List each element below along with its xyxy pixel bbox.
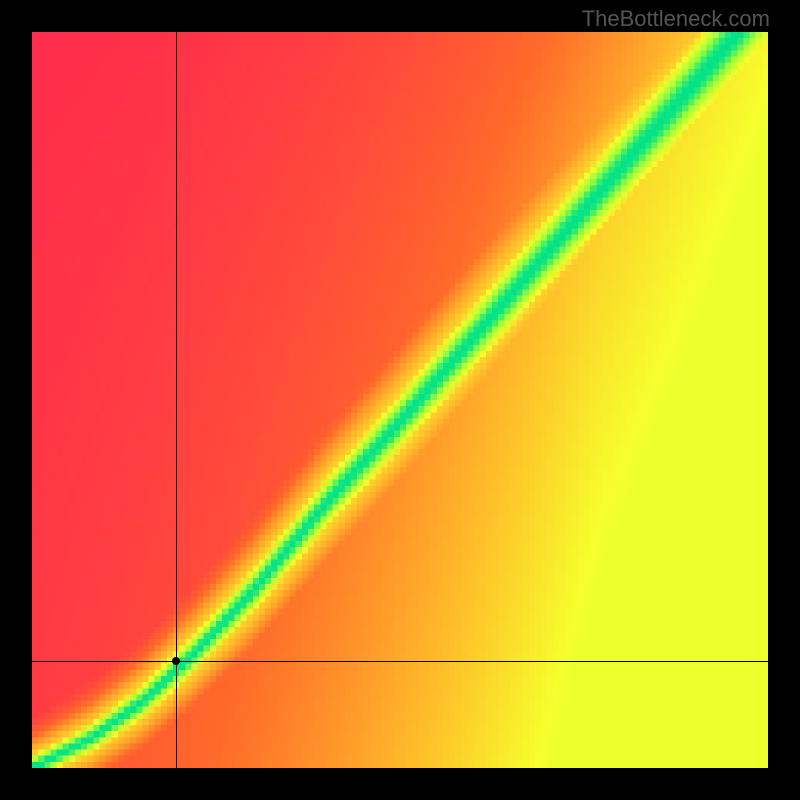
watermark-text: TheBottleneck.com [582, 6, 770, 32]
plot-area [32, 32, 768, 768]
crosshair-marker [172, 657, 180, 665]
crosshair-horizontal [32, 661, 768, 662]
heatmap-canvas [32, 32, 768, 768]
